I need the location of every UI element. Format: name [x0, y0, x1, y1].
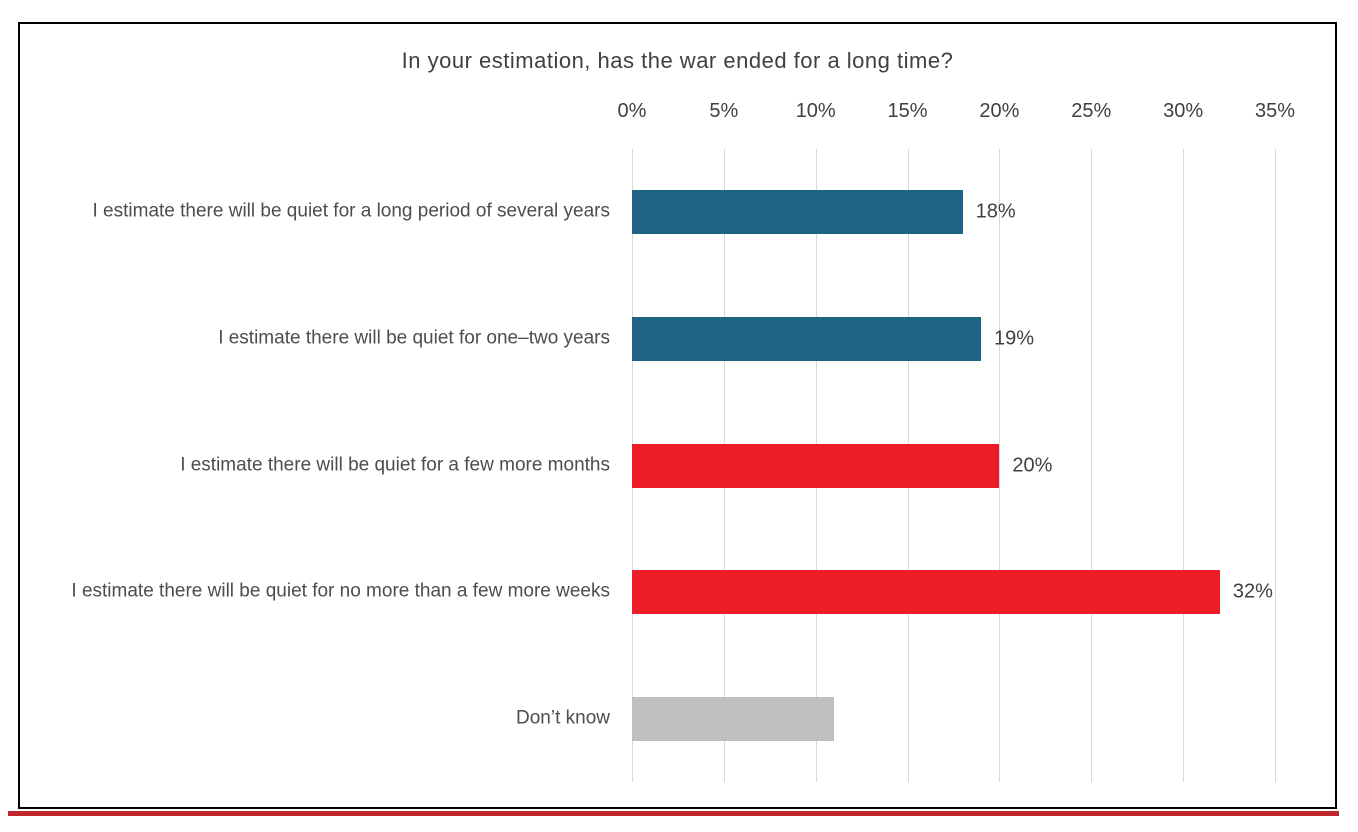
x-tick-label: 15%	[887, 100, 928, 122]
x-tick-label: 25%	[1071, 100, 1112, 122]
x-tick-label: 0%	[617, 100, 647, 122]
category-axis: I estimate there will be quiet for a lon…	[50, 149, 610, 782]
bar	[632, 190, 963, 235]
x-tick-label: 20%	[979, 100, 1020, 122]
chart-frame: In your estimation, has the war ended fo…	[18, 22, 1337, 809]
x-tick-label: 5%	[709, 100, 739, 122]
data-label: 19%	[994, 327, 1035, 350]
gridline	[1183, 149, 1185, 782]
bar	[632, 443, 1000, 488]
gridline	[1275, 149, 1276, 782]
x-tick-label: 30%	[1163, 100, 1204, 122]
bar	[632, 570, 1220, 615]
x-tick-label: 10%	[795, 100, 836, 122]
x-tick-label: 35%	[1254, 100, 1296, 122]
category-label: I estimate there will be quiet for a lon…	[92, 201, 611, 222]
gridline	[999, 149, 1001, 782]
data-label: 32%	[1232, 580, 1273, 603]
chart-title: In your estimation, has the war ended fo…	[401, 48, 954, 73]
category-label: Don’t know	[516, 707, 610, 729]
bar	[632, 696, 835, 741]
bottom-accent-line	[8, 811, 1339, 816]
gridline	[1091, 149, 1093, 782]
data-label: 20%	[1012, 454, 1053, 476]
data-label: 18%	[975, 200, 1016, 223]
category-label: I estimate there will be quiet for a few…	[180, 454, 610, 476]
category-label: I estimate there will be quiet for one–t…	[218, 327, 610, 349]
category-label: I estimate there will be quiet for no mo…	[71, 580, 610, 602]
bar	[632, 316, 982, 361]
x-axis: 0% 5% 10% 15% 20% 25% 30% 35%	[618, 98, 1295, 124]
plot-area: 18% 19% 20% 32%	[632, 149, 1276, 782]
